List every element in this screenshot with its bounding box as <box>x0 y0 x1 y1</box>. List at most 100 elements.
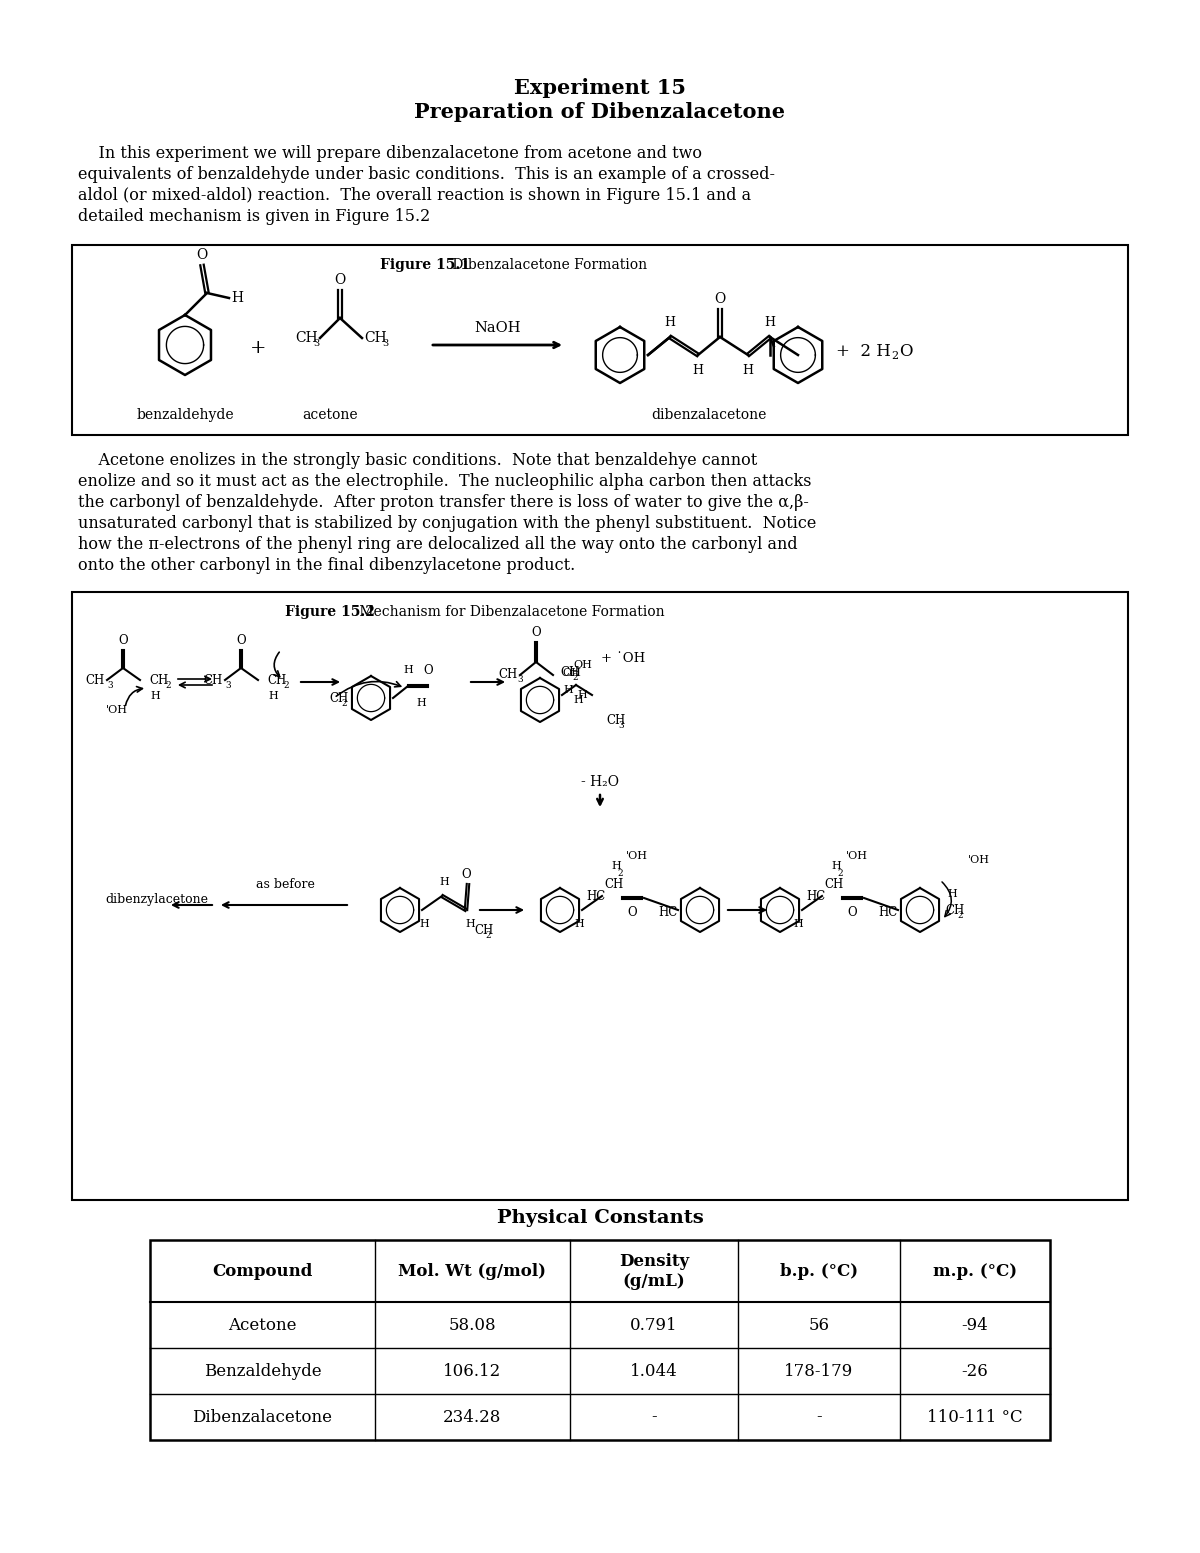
Text: Preparation of Dibenzalacetone: Preparation of Dibenzalacetone <box>414 102 786 123</box>
Text: Mechanism for Dibenzalacetone Formation: Mechanism for Dibenzalacetone Formation <box>355 606 665 620</box>
Text: dibenzalacetone: dibenzalacetone <box>652 408 767 422</box>
Text: CH: CH <box>824 877 844 890</box>
Text: -: - <box>652 1409 656 1426</box>
Text: CH: CH <box>204 674 223 686</box>
Text: 2: 2 <box>341 699 347 708</box>
Text: 2: 2 <box>485 930 491 940</box>
Text: HC: HC <box>586 890 605 902</box>
Text: CH: CH <box>295 331 318 345</box>
Bar <box>72 245 1128 435</box>
Text: 2: 2 <box>838 870 842 879</box>
Text: Dibenzalacetone: Dibenzalacetone <box>192 1409 332 1426</box>
Text: onto the other carbonyl in the final dibenzylacetone product.: onto the other carbonyl in the final dib… <box>78 558 575 575</box>
Text: +  2 H: + 2 H <box>836 343 890 360</box>
Text: H: H <box>150 691 160 700</box>
Text: HC: HC <box>878 905 898 918</box>
Text: unsaturated carbonyl that is stabilized by conjugation with the phenyl substitue: unsaturated carbonyl that is stabilized … <box>78 516 816 533</box>
Text: 2: 2 <box>283 680 289 690</box>
Text: 2: 2 <box>958 910 962 919</box>
Text: 2: 2 <box>617 870 623 879</box>
Text: 234.28: 234.28 <box>443 1409 502 1426</box>
Text: -26: -26 <box>961 1362 989 1379</box>
Text: O: O <box>899 343 912 360</box>
Text: CH: CH <box>149 674 168 686</box>
Text: dibenzylacetone: dibenzylacetone <box>106 893 208 907</box>
Text: O: O <box>197 248 208 262</box>
Text: 3: 3 <box>382 340 389 348</box>
Text: 2: 2 <box>572 672 578 682</box>
Text: 56: 56 <box>809 1317 829 1334</box>
Text: H: H <box>466 919 475 929</box>
Text: 0.791: 0.791 <box>630 1317 678 1334</box>
Text: H: H <box>665 315 676 329</box>
Text: Density: Density <box>619 1253 689 1270</box>
Text: + ˙OH: + ˙OH <box>601 652 646 665</box>
Text: 110-111 °C: 110-111 °C <box>928 1409 1022 1426</box>
Text: CH: CH <box>474 924 493 936</box>
Text: m.p. (°C): m.p. (°C) <box>932 1263 1018 1280</box>
Text: O: O <box>847 905 857 918</box>
Text: 2: 2 <box>890 351 898 360</box>
Text: H: H <box>574 919 584 929</box>
Text: H: H <box>563 685 572 696</box>
Text: CH: CH <box>329 691 348 705</box>
Text: CH: CH <box>604 877 623 890</box>
Text: Benzaldehyde: Benzaldehyde <box>204 1362 322 1379</box>
Text: H: H <box>764 315 775 329</box>
Text: 106.12: 106.12 <box>443 1362 502 1379</box>
Bar <box>150 1239 1050 1440</box>
Text: H: H <box>611 860 620 871</box>
Text: CH: CH <box>606 713 625 727</box>
Text: Acetone enolizes in the strongly basic conditions.  Note that benzaldehye cannot: Acetone enolizes in the strongly basic c… <box>78 452 757 469</box>
Text: HC: HC <box>806 890 826 902</box>
Text: b.p. (°C): b.p. (°C) <box>780 1263 858 1280</box>
Text: equivalents of benzaldehyde under basic conditions.  This is an example of a cro: equivalents of benzaldehyde under basic … <box>78 166 775 183</box>
Text: Physical Constants: Physical Constants <box>497 1208 703 1227</box>
Text: the carbonyl of benzaldehyde.  After proton transfer there is loss of water to g: the carbonyl of benzaldehyde. After prot… <box>78 494 809 511</box>
Text: -94: -94 <box>961 1317 989 1334</box>
Text: NaOH: NaOH <box>475 321 521 335</box>
Text: 178-179: 178-179 <box>785 1362 853 1379</box>
Text: H: H <box>403 665 413 676</box>
Text: CH: CH <box>946 904 965 916</box>
Text: H: H <box>793 919 803 929</box>
Text: CH: CH <box>499 668 518 682</box>
Text: OH: OH <box>574 660 593 669</box>
Text: HC: HC <box>658 905 677 918</box>
Text: Mol. Wt (g/mol): Mol. Wt (g/mol) <box>398 1263 546 1280</box>
Text: as before: as before <box>256 879 314 891</box>
Text: CH: CH <box>266 674 287 686</box>
Text: 'OH: 'OH <box>846 851 868 860</box>
Text: H: H <box>230 290 242 304</box>
Text: 3: 3 <box>517 676 523 685</box>
Text: enolize and so it must act as the electrophile.  The nucleophilic alpha carbon t: enolize and so it must act as the electr… <box>78 474 811 491</box>
Text: Experiment 15: Experiment 15 <box>514 78 686 98</box>
Text: 'OH: 'OH <box>968 856 990 865</box>
Text: 'OH: 'OH <box>626 851 648 860</box>
Text: Figure 15.2: Figure 15.2 <box>286 606 374 620</box>
Text: detailed mechanism is given in Figure 15.2: detailed mechanism is given in Figure 15… <box>78 208 431 225</box>
Text: H: H <box>743 363 754 376</box>
Text: (g/mL): (g/mL) <box>623 1272 685 1289</box>
Text: H: H <box>692 363 703 376</box>
Text: H: H <box>419 919 428 929</box>
Text: - H₂O: - H₂O <box>581 775 619 789</box>
Text: O: O <box>236 634 246 646</box>
Text: benzaldehyde: benzaldehyde <box>136 408 234 422</box>
Bar <box>72 592 1128 1200</box>
Text: H: H <box>439 877 449 887</box>
Text: 2: 2 <box>166 680 170 690</box>
Text: H: H <box>268 691 278 700</box>
Text: 58.08: 58.08 <box>449 1317 497 1334</box>
Text: O: O <box>461 868 470 881</box>
Text: Dibenzalacetone Formation: Dibenzalacetone Formation <box>448 258 647 272</box>
Text: 'OH: 'OH <box>106 705 128 714</box>
Text: Compound: Compound <box>212 1263 313 1280</box>
Text: CH: CH <box>85 674 106 686</box>
Text: O: O <box>714 292 726 306</box>
Text: -: - <box>816 1409 822 1426</box>
Text: how the π-electrons of the phenyl ring are delocalized all the way onto the carb: how the π-electrons of the phenyl ring a… <box>78 536 798 553</box>
Text: 1.044: 1.044 <box>630 1362 678 1379</box>
Text: acetone: acetone <box>302 408 358 422</box>
Text: Acetone: Acetone <box>228 1317 296 1334</box>
